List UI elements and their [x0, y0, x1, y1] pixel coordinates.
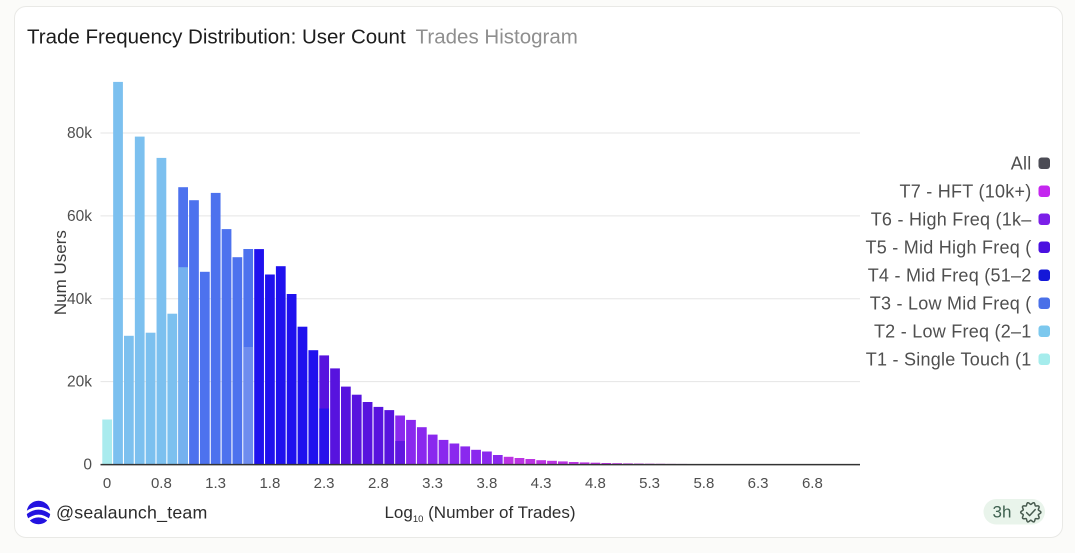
- svg-text:5.8: 5.8: [693, 475, 714, 492]
- svg-text:T7 - HFT (10k+): T7 - HFT (10k+): [900, 182, 1032, 202]
- svg-text:40k: 40k: [67, 291, 92, 308]
- svg-text:T2 - Low Freq (2–1: T2 - Low Freq (2–1: [874, 322, 1032, 342]
- svg-text:0: 0: [83, 457, 92, 474]
- svg-text:6.3: 6.3: [748, 475, 769, 492]
- svg-text:T3 - Low Mid Freq (: T3 - Low Mid Freq (: [870, 294, 1032, 314]
- svg-text:0: 0: [103, 475, 111, 492]
- svg-text:6.8: 6.8: [802, 475, 823, 492]
- svg-text:1.3: 1.3: [205, 475, 226, 492]
- svg-text:1.8: 1.8: [259, 475, 280, 492]
- svg-text:3.8: 3.8: [476, 475, 497, 492]
- svg-text:4.8: 4.8: [585, 475, 606, 492]
- svg-text:0.8: 0.8: [151, 475, 172, 492]
- svg-text:Trade Frequency Distribution:: Trade Frequency Distribution: User Count…: [27, 26, 578, 49]
- svg-text:3h: 3h: [993, 503, 1012, 522]
- svg-text:Num Users: Num Users: [51, 230, 70, 315]
- svg-text:T6 - High Freq (1k–: T6 - High Freq (1k–: [871, 210, 1032, 230]
- svg-text:2.8: 2.8: [368, 475, 389, 492]
- svg-text:T5 - Mid High Freq (: T5 - Mid High Freq (: [865, 238, 1031, 258]
- svg-text:5.3: 5.3: [639, 475, 660, 492]
- svg-text:All: All: [1011, 154, 1032, 174]
- svg-text:T4 - Mid Freq (51–2: T4 - Mid Freq (51–2: [868, 266, 1032, 286]
- svg-text:3.3: 3.3: [422, 475, 443, 492]
- svg-text:2.3: 2.3: [314, 475, 335, 492]
- svg-text:4.3: 4.3: [531, 475, 552, 492]
- svg-text:@sealaunch_team: @sealaunch_team: [56, 503, 208, 524]
- svg-text:Log10 (Number of Trades): Log10 (Number of Trades): [384, 503, 575, 525]
- svg-text:20k: 20k: [67, 374, 92, 391]
- svg-text:60k: 60k: [67, 208, 92, 225]
- svg-text:T1 - Single Touch (1: T1 - Single Touch (1: [866, 350, 1032, 370]
- svg-text:80k: 80k: [67, 125, 92, 142]
